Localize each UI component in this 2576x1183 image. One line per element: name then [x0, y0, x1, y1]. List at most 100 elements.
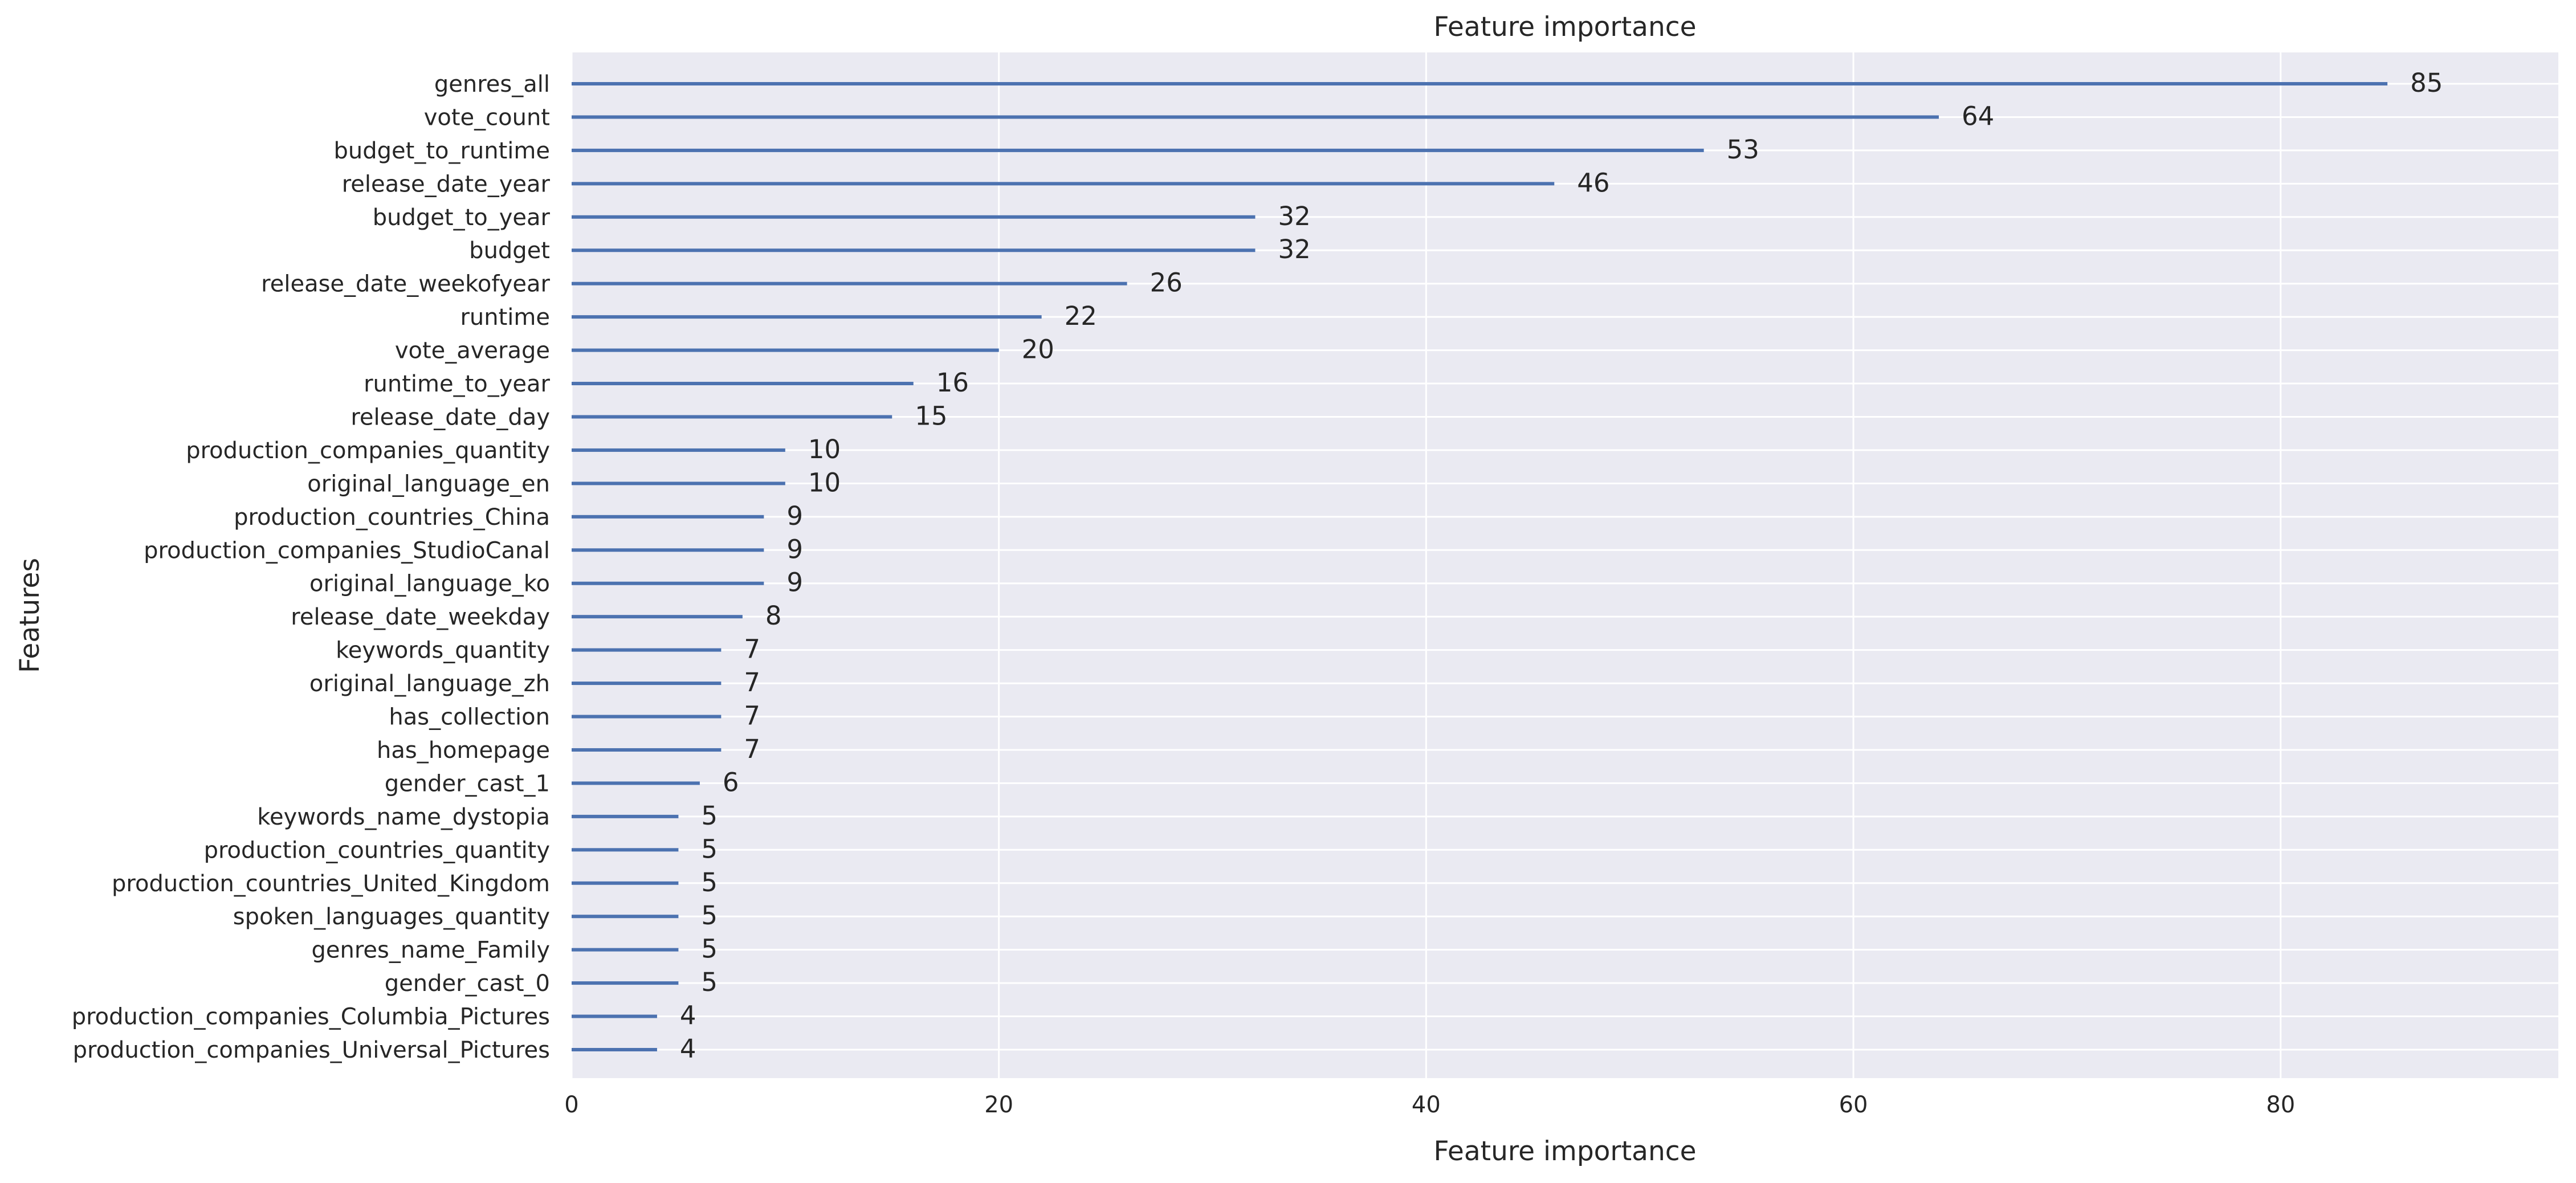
y-tick-label: release_date_weekofyear [261, 271, 550, 297]
data-label: 9 [786, 568, 803, 598]
x-tick-labels: 0 20 40 60 80 [564, 1092, 2295, 1118]
bar [572, 448, 785, 452]
data-label: 5 [701, 934, 718, 964]
y-tick-label: vote_count [424, 104, 550, 130]
data-label: 10 [808, 434, 841, 464]
bar [572, 581, 764, 585]
data-label: 53 [1727, 134, 1759, 165]
data-label: 7 [744, 667, 760, 697]
bar [572, 648, 722, 652]
y-tick-label: production_countries_quantity [204, 837, 550, 863]
y-tick-label: production_companies_Universal_Pictures [73, 1037, 550, 1063]
data-label: 10 [808, 467, 841, 497]
x-tick-label: 0 [564, 1092, 578, 1118]
data-label: 15 [915, 401, 947, 431]
bar [572, 748, 722, 752]
data-label: 8 [765, 601, 782, 631]
data-label: 6 [723, 767, 739, 797]
bar [572, 1048, 657, 1051]
y-tick-label: production_companies_Columbia_Pictures [72, 1004, 550, 1030]
data-label: 9 [786, 534, 803, 564]
bar [572, 682, 722, 686]
bar [572, 848, 679, 852]
bar [572, 814, 679, 818]
bars [572, 82, 2388, 1051]
data-label: 85 [2410, 68, 2443, 98]
bar [572, 1014, 657, 1018]
y-tick-label: gender_cast_1 [385, 770, 550, 797]
data-label: 5 [701, 900, 718, 931]
x-tick-label: 60 [1839, 1092, 1868, 1118]
bar [572, 182, 1555, 186]
y-tick-label: original_language_en [307, 471, 550, 497]
y-tick-label: budget_to_runtime [334, 138, 551, 164]
bar [572, 315, 1042, 319]
y-tick-label: has_homepage [377, 737, 550, 764]
bar [572, 915, 679, 919]
y-tick-label: release_date_day [350, 404, 550, 430]
data-label: 7 [744, 734, 760, 764]
x-axis-label: Feature importance [1433, 1136, 1696, 1167]
bar [572, 215, 1256, 219]
bar [572, 348, 999, 352]
bar [572, 482, 785, 486]
y-tick-label: production_countries_China [234, 504, 550, 531]
bar [572, 781, 700, 785]
bar [572, 248, 1256, 252]
bar [572, 382, 914, 386]
bar [572, 981, 679, 985]
y-tick-label: release_date_year [342, 171, 551, 197]
y-tick-label: original_language_ko [309, 571, 550, 597]
bar [572, 715, 722, 719]
data-label: 5 [701, 967, 718, 997]
x-tick-label: 40 [1412, 1092, 1441, 1118]
bar [572, 415, 892, 419]
bar [572, 948, 679, 952]
y-tick-label: production_companies_quantity [186, 438, 550, 464]
bar [572, 548, 764, 552]
y-tick-label: genres_name_Family [311, 937, 550, 964]
y-tick-label: keywords_name_dystopia [257, 804, 550, 830]
bar [572, 82, 2388, 85]
y-tick-label: production_countries_United_Kingdom [112, 871, 550, 897]
data-label: 46 [1577, 168, 1609, 198]
y-tick-label: budget_to_year [373, 205, 551, 231]
data-label: 5 [701, 867, 718, 898]
y-tick-label: spoken_languages_quantity [233, 904, 550, 930]
x-tick-label: 20 [984, 1092, 1013, 1118]
y-tick-label: has_collection [389, 704, 550, 731]
y-tick-label: keywords_quantity [336, 638, 550, 664]
x-tick-label: 80 [2266, 1092, 2295, 1118]
y-tick-label: runtime_to_year [364, 371, 550, 397]
data-label: 32 [1278, 201, 1310, 231]
y-tick-label: runtime [460, 304, 550, 331]
data-label: 5 [701, 834, 718, 864]
data-label: 16 [936, 368, 969, 398]
data-label: 5 [701, 801, 718, 831]
data-label: 9 [786, 501, 803, 531]
chart-title: Feature importance [1433, 11, 1696, 43]
y-tick-label: budget [469, 238, 550, 264]
value-labels: 8564534632322622201615101099987777655555… [680, 68, 2443, 1064]
y-axis-label: Features [14, 558, 46, 673]
y-tick-label: gender_cast_0 [385, 970, 550, 997]
data-label: 32 [1278, 234, 1310, 264]
y-tick-label: vote_average [395, 338, 550, 364]
bar [572, 881, 679, 885]
bar [572, 282, 1127, 285]
data-label: 26 [1150, 268, 1183, 298]
bar [572, 115, 1939, 119]
y-tick-label: genres_all [434, 71, 550, 97]
data-label: 7 [744, 634, 760, 664]
y-tick-labels: genres_all vote_count budget_to_runtimerel… [72, 71, 551, 1063]
bar [572, 615, 743, 619]
data-label: 64 [1962, 101, 1994, 131]
data-label: 4 [680, 1001, 696, 1031]
bar [572, 148, 1704, 152]
y-tick-label: original_language_zh [309, 671, 550, 697]
data-label: 4 [680, 1034, 696, 1064]
data-label: 7 [744, 701, 760, 731]
y-tick-label: release_date_weekday [291, 604, 550, 630]
y-tick-label: production_companies_StudioCanal [144, 537, 550, 564]
